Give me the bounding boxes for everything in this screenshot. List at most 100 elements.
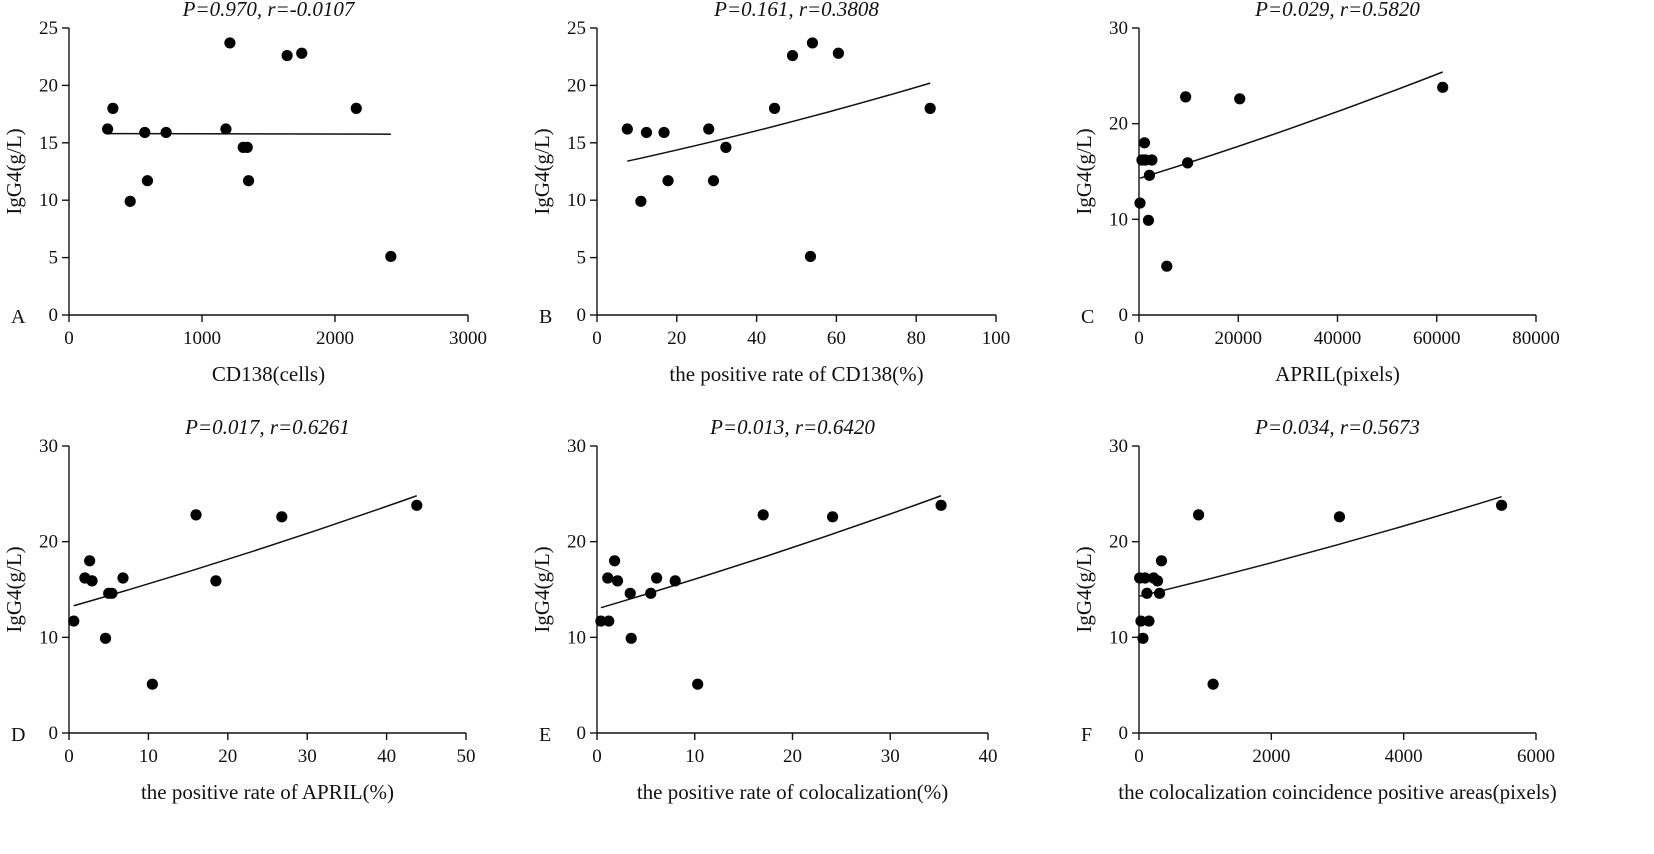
panel-c-title: P=0.029, r=0.5820 (1254, 0, 1420, 21)
panel-b-letter: B (539, 306, 552, 328)
panel-b-data-point (924, 102, 936, 114)
panel-c-data-point (1143, 169, 1156, 181)
panel-f-x-tick-label: 0 (1134, 746, 1144, 767)
panel-a-data-point (220, 123, 232, 135)
panel-d-y-tick-label: 10 (39, 627, 58, 648)
panel-c-data-point (1142, 214, 1155, 226)
panel-b-data-point (658, 126, 670, 139)
panel-d-data-point (86, 575, 98, 587)
panel-d-y-tick-label: 30 (39, 436, 58, 457)
panel-c-data-point (1134, 197, 1146, 209)
panel-e-data-point (625, 632, 637, 644)
panel-c-fit-line (1139, 71, 1443, 179)
panel-d-x-tick-label: 30 (298, 746, 317, 767)
panel-e-x-tick-label: 40 (979, 746, 998, 767)
panel-c-x-tick-label: 0 (1134, 328, 1144, 349)
panel-b-x-tick-label: 0 (592, 328, 602, 349)
panel-a-data-point (107, 102, 119, 114)
panel-a-data-point (281, 49, 293, 62)
panel-b-data-point (707, 175, 720, 187)
panel-e-data-point (692, 678, 704, 690)
panel-b-data-point (806, 37, 819, 49)
panel-d-letter: D (11, 724, 25, 746)
panel-c-y-label: IgG4(g/L) (1072, 128, 1096, 214)
panel-e-data-point (757, 509, 769, 521)
panel-a-data-point (296, 47, 308, 59)
panel-d-y-label: IgG4(g/L) (2, 546, 26, 632)
panel-a-x-tick-label: 3000 (449, 328, 487, 349)
panel-c-data-point (1138, 137, 1151, 149)
panel-d-data-point (190, 509, 202, 521)
panel-a-y-tick-label: 5 (49, 248, 59, 269)
panel-b-y-tick-label: 5 (577, 248, 587, 269)
panel-d-data-point (411, 499, 423, 511)
panel-d-data-point (84, 555, 96, 567)
panel-b-data-point (832, 47, 844, 59)
panel-a-y-label: IgG4(g/L) (2, 128, 26, 214)
panel-a-data-point (139, 126, 151, 139)
panel-f-x-tick-label: 2000 (1252, 746, 1290, 767)
panel-c-x-tick-label: 80000 (1512, 328, 1560, 349)
panel-f-letter: F (1081, 724, 1092, 746)
panel-f-data-point (1143, 615, 1155, 627)
panel-d-title: P=0.017, r=0.6261 (184, 415, 350, 439)
panel-c-y-tick-label: 30 (1109, 18, 1128, 39)
panel-a-x-label: CD138(cells) (212, 362, 325, 386)
panel-b-x-tick-label: 20 (667, 328, 686, 349)
panel-d-data-point (99, 632, 112, 644)
panel-c-data-point (1437, 81, 1449, 93)
panel-e: P=0.013, r=0.6420 0 10 20 30 0 10 20 30 40 the pos… (530, 415, 998, 804)
panel-b: P=0.161, r=0.3808 0 5 10 15 20 25 0 20 40 60 80 100 t… (530, 0, 1010, 386)
panel-b-data-point (786, 49, 799, 62)
panel-d-data-point (106, 587, 118, 599)
panel-e-data-point (624, 587, 636, 599)
panel-a-data-point (350, 102, 362, 114)
panel-c-x-tick-label: 40000 (1314, 328, 1362, 349)
panel-d-data-point (68, 615, 80, 627)
panel-d: P=0.017, r=0.6261 0 10 20 30 0 10 20 30 40 50 the p… (2, 415, 476, 804)
panel-b-data-point (720, 141, 732, 153)
panel-f-data-point (1141, 587, 1153, 599)
panel-d-x-tick-label: 0 (64, 746, 74, 767)
panel-e-x-tick-label: 10 (685, 746, 704, 767)
panel-e-x-label: the positive rate of colocalization(%) (637, 780, 948, 804)
panel-c-x-tick-label: 60000 (1413, 328, 1461, 349)
panel-c-y-tick-label: 0 (1119, 305, 1129, 326)
panel-d-y-tick-label: 20 (39, 532, 58, 553)
panel-e-data-point (603, 615, 615, 627)
panel-f-data-point (1137, 632, 1149, 644)
panel-e-data-point (651, 572, 663, 584)
panel-c-y-tick-label: 20 (1109, 114, 1128, 135)
panel-a-data-point (242, 175, 255, 187)
panel-b-data-point (640, 126, 653, 139)
panel-b-y-label: IgG4(g/L) (530, 128, 554, 214)
panel-b-fit-line (627, 82, 931, 162)
panel-a-y-tick-label: 0 (49, 305, 59, 326)
panel-a-y-tick-label: 10 (39, 190, 58, 211)
panel-a-y-tick-label: 15 (39, 133, 58, 154)
panel-c-data-point (1146, 154, 1158, 166)
panel-e-letter: E (539, 724, 551, 746)
panel-e-data-point (611, 575, 624, 587)
panel-d-x-tick-label: 50 (457, 746, 476, 767)
panel-f-fit-line (1139, 495, 1502, 597)
panel-e-y-tick-label: 0 (577, 723, 587, 744)
panel-f-data-point (1207, 678, 1219, 690)
panel-d-x-tick-label: 40 (377, 746, 396, 767)
panel-d-x-tick-label: 20 (218, 746, 237, 767)
panel-f-title: P=0.034, r=0.5673 (1254, 415, 1420, 439)
panel-d-x-tick-label: 10 (139, 746, 158, 767)
panel-a-data-point (101, 123, 114, 135)
panel-a-x-tick-label: 1000 (183, 328, 221, 349)
panel-a-data-point (124, 195, 136, 207)
panel-e-data-point (826, 511, 839, 523)
panel-b-y-tick-label: 25 (567, 18, 586, 39)
panel-f-x-tick-label: 4000 (1385, 746, 1423, 767)
panel-b-title: P=0.161, r=0.3808 (713, 0, 879, 21)
panel-f-y-tick-label: 30 (1109, 436, 1128, 457)
panel-f-y-tick-label: 0 (1119, 723, 1129, 744)
panel-b-y-tick-label: 20 (567, 75, 586, 96)
panel-d-data-point (210, 575, 222, 587)
panel-b-data-point (768, 102, 781, 114)
panel-b-data-point (635, 195, 647, 207)
